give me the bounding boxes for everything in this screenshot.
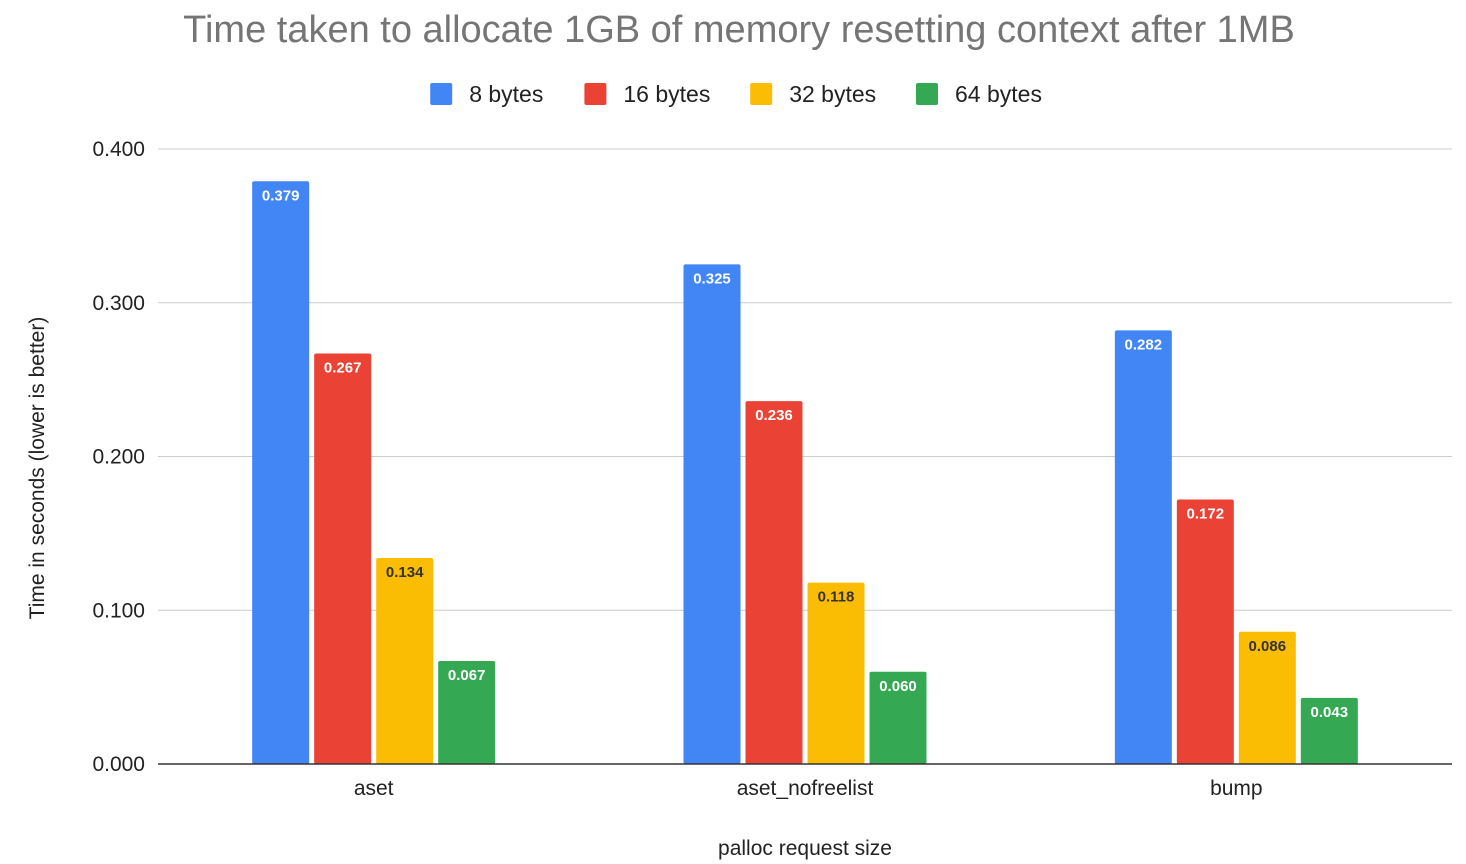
bar [1114, 330, 1172, 764]
bars [252, 181, 1358, 765]
legend-swatch [916, 83, 938, 105]
bar-data-label: 0.134 [386, 564, 424, 581]
legend-swatch [584, 83, 607, 105]
y-tick-label: 0.200 [92, 446, 145, 469]
x-tick-label: bump [1210, 777, 1263, 800]
x-axis-title: palloc request size [718, 837, 892, 860]
bar-data-label: 0.172 [1187, 506, 1225, 523]
x-axis-ticks: aset aset_nofreelist bump [354, 777, 1263, 800]
x-tick-label: aset_nofreelist [737, 777, 874, 800]
bar [807, 582, 865, 764]
legend: 8 bytes 16 bytes 32 bytes 64 bytes [430, 81, 1042, 107]
y-tick-label: 0.300 [92, 292, 145, 315]
chart-title: Time taken to allocate 1GB of memory res… [183, 9, 1295, 51]
bar [745, 401, 803, 764]
bar-data-labels: 0.379 0.267 0.134 0.067 0.325 0.236 0.118 0.060… [262, 187, 1348, 721]
bar [376, 557, 434, 764]
legend-label: 8 bytes [469, 81, 543, 107]
bar-data-label: 0.067 [448, 667, 486, 684]
y-tick-label: 0.400 [92, 138, 145, 161]
bar-data-label: 0.379 [262, 187, 300, 204]
legend-label: 32 bytes [789, 81, 876, 107]
bar [438, 660, 496, 764]
y-axis-title: Time in seconds (lower is better) [26, 317, 49, 620]
legend-label: 64 bytes [955, 81, 1042, 107]
bar [1300, 697, 1358, 764]
bar-data-label: 0.118 [818, 589, 855, 606]
bar-data-label: 0.267 [324, 359, 362, 376]
legend-swatch [750, 83, 773, 105]
bar-data-label: 0.282 [1125, 336, 1163, 353]
bar-data-label: 0.236 [755, 407, 793, 424]
bar [1176, 499, 1234, 764]
y-axis-ticks: 0.000 0.100 0.200 0.300 0.400 [92, 138, 145, 776]
x-tick-label: aset [354, 777, 394, 800]
bar-data-label: 0.060 [879, 678, 917, 695]
legend-label: 16 bytes [623, 81, 710, 107]
bar [1238, 631, 1296, 764]
bar-data-label: 0.325 [693, 270, 731, 287]
bar [252, 181, 310, 765]
bar-data-label: 0.043 [1311, 704, 1349, 721]
bar-data-label: 0.086 [1249, 638, 1287, 655]
legend-swatch [430, 83, 453, 105]
gridlines [158, 148, 1452, 611]
y-tick-label: 0.100 [92, 599, 145, 622]
y-tick-label: 0.000 [92, 753, 145, 776]
bar [869, 671, 927, 764]
bar [683, 264, 741, 764]
bar [314, 353, 372, 764]
